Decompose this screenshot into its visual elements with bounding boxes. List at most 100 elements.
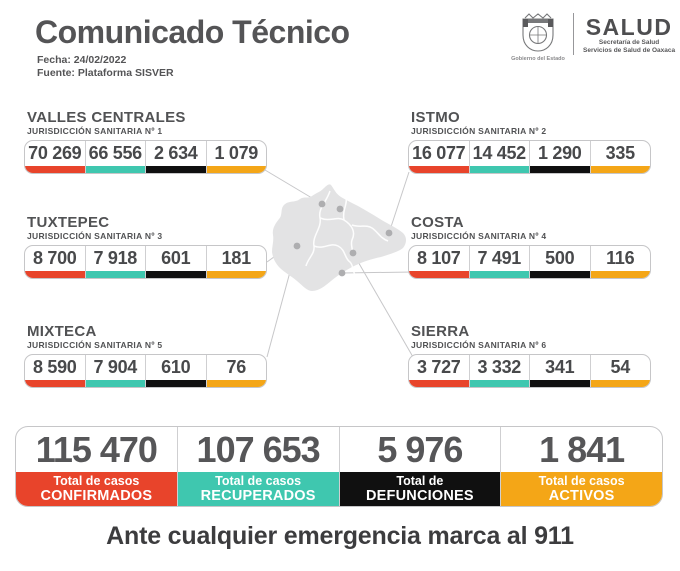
deaths-bar [146,380,206,387]
deaths-value: 601 [161,248,191,268]
jurisdiction-dot [349,249,357,257]
recovered-value: 7 904 [93,357,138,377]
total-active: 1 841 Total de casos ACTIVOS [500,427,662,506]
recovered-bar [85,166,145,173]
brand-subtitle-2: Servicios de Salud de Oaxaca [583,46,676,54]
region-block-istmo: ISTMO JURISDICCIÓN SANITARIA Nº 2 16 077… [408,110,651,174]
confirmed-cell: 8 700 [25,246,85,278]
deaths-bar [530,271,590,278]
region-jurisdiction: JURISDICCIÓN SANITARIA Nº 6 [411,340,547,350]
emergency-notice: Ante cualquier emergencia marca al 911 [106,522,574,550]
confirmed-bar [409,380,469,387]
total-deaths-label: Total de DEFUNCIONES [339,472,501,506]
recovered-cell: 3 332 [468,355,529,387]
recovered-value: 66 556 [88,143,143,163]
coat-of-arms-icon [522,13,554,52]
total-confirmed-label: Total de casos CONFIRMADOS [16,472,177,506]
deaths-cell: 601 [145,246,206,278]
deaths-cell: 610 [145,355,206,387]
total-deaths-value: 5 976 [377,428,463,470]
region-jurisdiction: JURISDICCIÓN SANITARIA Nº 2 [411,126,547,136]
deaths-cell: 341 [529,355,590,387]
region-name: SIERRA [411,323,470,340]
active-bar [206,380,266,387]
salud-oaxaca-logo: Gobierno del Estado SALUD Secretaría de … [511,11,675,62]
region-name: MIXTECA [27,323,97,340]
jurisdiction-dot [385,229,393,237]
deaths-bar [530,380,590,387]
confirmed-value: 16 077 [412,143,466,163]
jurisdiction-dot [318,200,326,208]
recovered-value: 3 332 [477,357,522,377]
recovered-bar [85,380,145,387]
region-jurisdiction: JURISDICCIÓN SANITARIA Nº 5 [27,340,163,350]
total-label-line2: RECUPERADOS [200,487,316,504]
total-label-line1: Total de casos [53,473,140,488]
logo-divider [573,12,574,55]
deaths-value: 500 [545,248,575,268]
date-label: Fecha: 24/02/2022 [37,54,127,66]
total-label-line2: DEFUNCIONES [366,487,474,504]
government-label: Gobierno del Estado [511,56,565,62]
region-block-costa: COSTA JURISDICCIÓN SANITARIA Nº 4 8 107 … [408,215,651,279]
total-recovered: 107 653 Total de casos RECUPERADOS [176,427,339,506]
recovered-bar [469,380,529,387]
recovered-cell: 7 904 [84,355,145,387]
source-label: Fuente: Plataforma SISVER [37,66,174,79]
active-bar [590,380,650,387]
confirmed-bar [409,166,469,173]
region-block-valles-centrales: VALLES CENTRALES JURISDICCIÓN SANITARIA … [24,109,267,174]
recovered-cell: 66 556 [84,141,145,173]
confirmed-cell: 8 590 [25,355,85,387]
active-bar [590,166,650,173]
recovered-bar [469,166,529,173]
active-bar [206,166,266,173]
oaxaca-state-shape [272,184,406,291]
confirmed-cell: 70 269 [25,141,85,173]
active-cell: 116 [589,246,650,278]
active-cell: 54 [589,355,650,387]
recovered-bar [469,271,529,278]
confirmed-value: 8 590 [32,357,77,377]
total-label-line1: Total de casos [538,473,625,488]
active-value: 335 [605,143,635,163]
region-name: TUXTEPEC [27,214,110,231]
confirmed-value: 70 269 [28,143,82,163]
region-stats-box: 70 269 66 556 2 634 1 079 [24,140,267,174]
jurisdiction-dot [338,269,346,277]
jurisdiction-dot [293,242,301,250]
active-cell: 76 [205,355,266,387]
recovered-cell: 14 452 [468,141,529,173]
logo-text-block: SALUD Secretaría de Salud Servicios de S… [583,15,675,55]
total-deaths: 5 976 Total de DEFUNCIONES [338,427,501,506]
active-cell: 1 079 [205,141,266,173]
recovered-cell: 7 491 [468,246,529,278]
confirmed-bar [25,271,85,278]
confirmed-value: 8 107 [416,248,461,268]
active-value: 116 [606,248,635,268]
region-block-tuxtepec: TUXTEPEC JURISDICCIÓN SANITARIA Nº 3 8 7… [24,214,267,279]
confirmed-cell: 16 077 [409,141,469,173]
total-label-line2: CONFIRMADOS [40,487,153,504]
connector-lines [264,169,414,358]
page-title: Comunicado Técnico [35,14,350,50]
deaths-cell: 500 [529,246,590,278]
region-name: VALLES CENTRALES [27,109,186,126]
total-label-line1: Total de casos [215,473,302,488]
confirmed-bar [25,166,85,173]
region-block-mixteca: MIXTECA JURISDICCIÓN SANITARIA Nº 5 8 59… [24,323,267,388]
confirmed-bar [25,380,85,387]
active-value: 76 [226,357,247,377]
active-bar [590,271,650,278]
region-stats-box: 8 107 7 491 500 116 [408,245,651,279]
active-value: 181 [221,248,251,268]
region-stats-box: 16 077 14 452 1 290 335 [408,140,651,174]
region-stats-box: 3 727 3 332 341 54 [408,354,651,388]
recovered-value: 14 452 [472,143,527,163]
active-value: 54 [610,357,631,377]
deaths-bar [146,166,206,173]
confirmed-value: 8 700 [32,248,77,268]
confirmed-value: 3 727 [416,357,461,377]
active-cell: 181 [205,246,266,278]
